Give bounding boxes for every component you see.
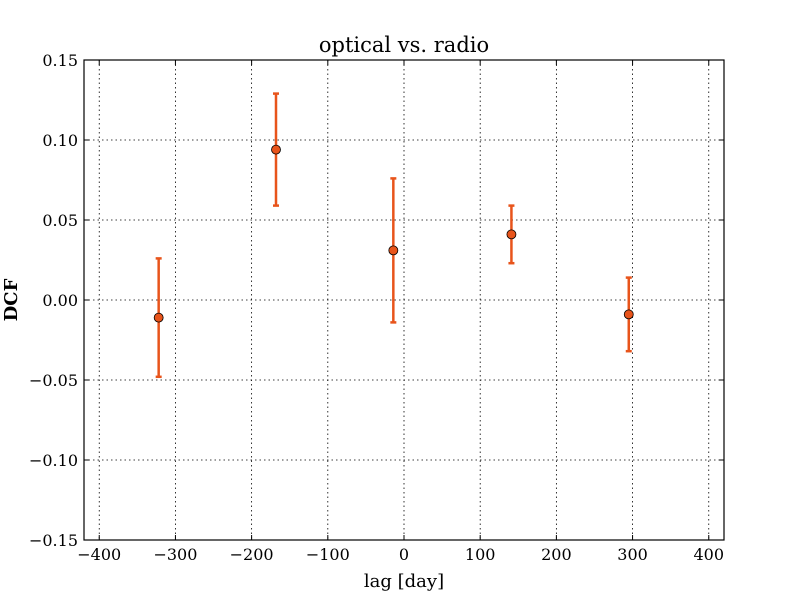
tick-labels: −400 −300 −200 −100 0 100 200 300 400 −0.15 −0.10 −… <box>29 51 724 564</box>
y-tick-label: −0.15 <box>29 531 78 550</box>
y-tick-label: 0.15 <box>42 51 78 70</box>
x-axis-label: lag [day] <box>364 571 444 592</box>
data-points <box>153 144 634 323</box>
x-tick-label: 200 <box>541 545 572 564</box>
x-tick-label: 100 <box>465 545 496 564</box>
data-point <box>153 312 164 323</box>
y-tick-label: 0.05 <box>42 211 78 230</box>
y-axis-label: DCF <box>1 278 22 321</box>
chart-title: optical vs. radio <box>319 33 489 57</box>
x-tick-label: 400 <box>693 545 724 564</box>
error-bars <box>155 92 632 379</box>
plot-frame <box>83 59 725 541</box>
data-point <box>506 229 517 240</box>
x-tick-label: −300 <box>153 545 197 564</box>
data-point <box>271 144 281 155</box>
data-point <box>388 245 399 256</box>
x-tick-label: 0 <box>399 545 409 564</box>
y-tick-label: −0.10 <box>29 451 78 470</box>
data-point <box>623 309 634 320</box>
y-tick-label: 0.00 <box>42 291 78 310</box>
x-tick-label: −200 <box>230 545 274 564</box>
y-tick-label: −0.05 <box>29 371 78 390</box>
x-tick-label: 300 <box>617 545 648 564</box>
x-tick-label: −100 <box>306 545 350 564</box>
x-tick-label: −400 <box>77 545 121 564</box>
y-tick-label: 0.10 <box>42 131 78 150</box>
